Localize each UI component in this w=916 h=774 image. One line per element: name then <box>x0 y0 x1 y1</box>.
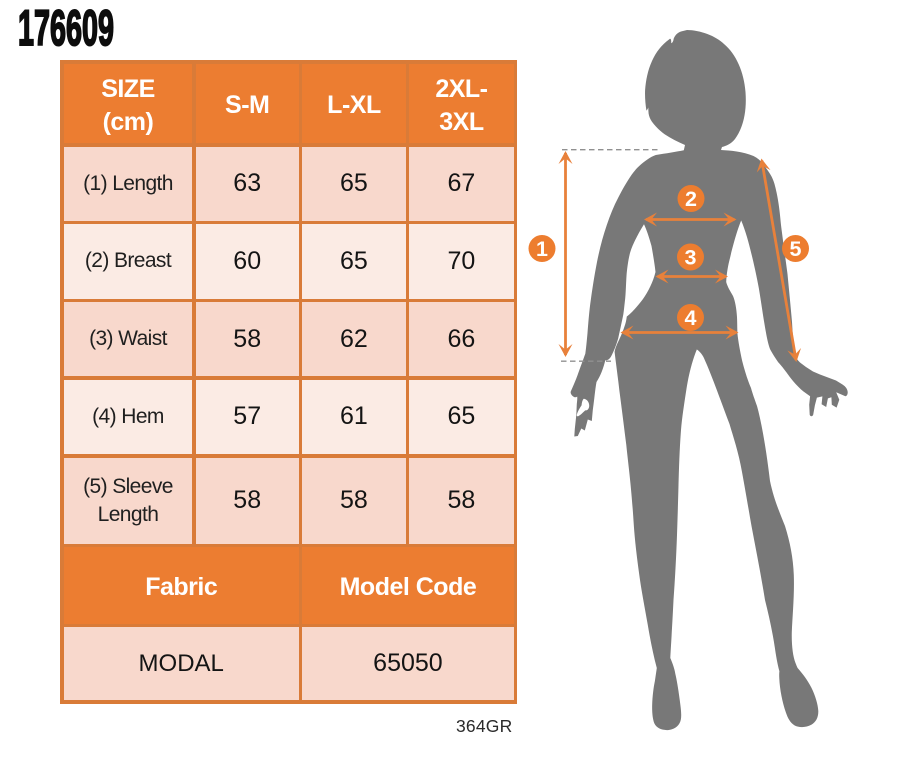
svg-text:3: 3 <box>685 246 697 270</box>
svg-text:5: 5 <box>790 237 802 261</box>
svg-text:1: 1 <box>536 237 548 261</box>
svg-text:4: 4 <box>685 306 697 330</box>
svg-text:2: 2 <box>685 187 697 211</box>
